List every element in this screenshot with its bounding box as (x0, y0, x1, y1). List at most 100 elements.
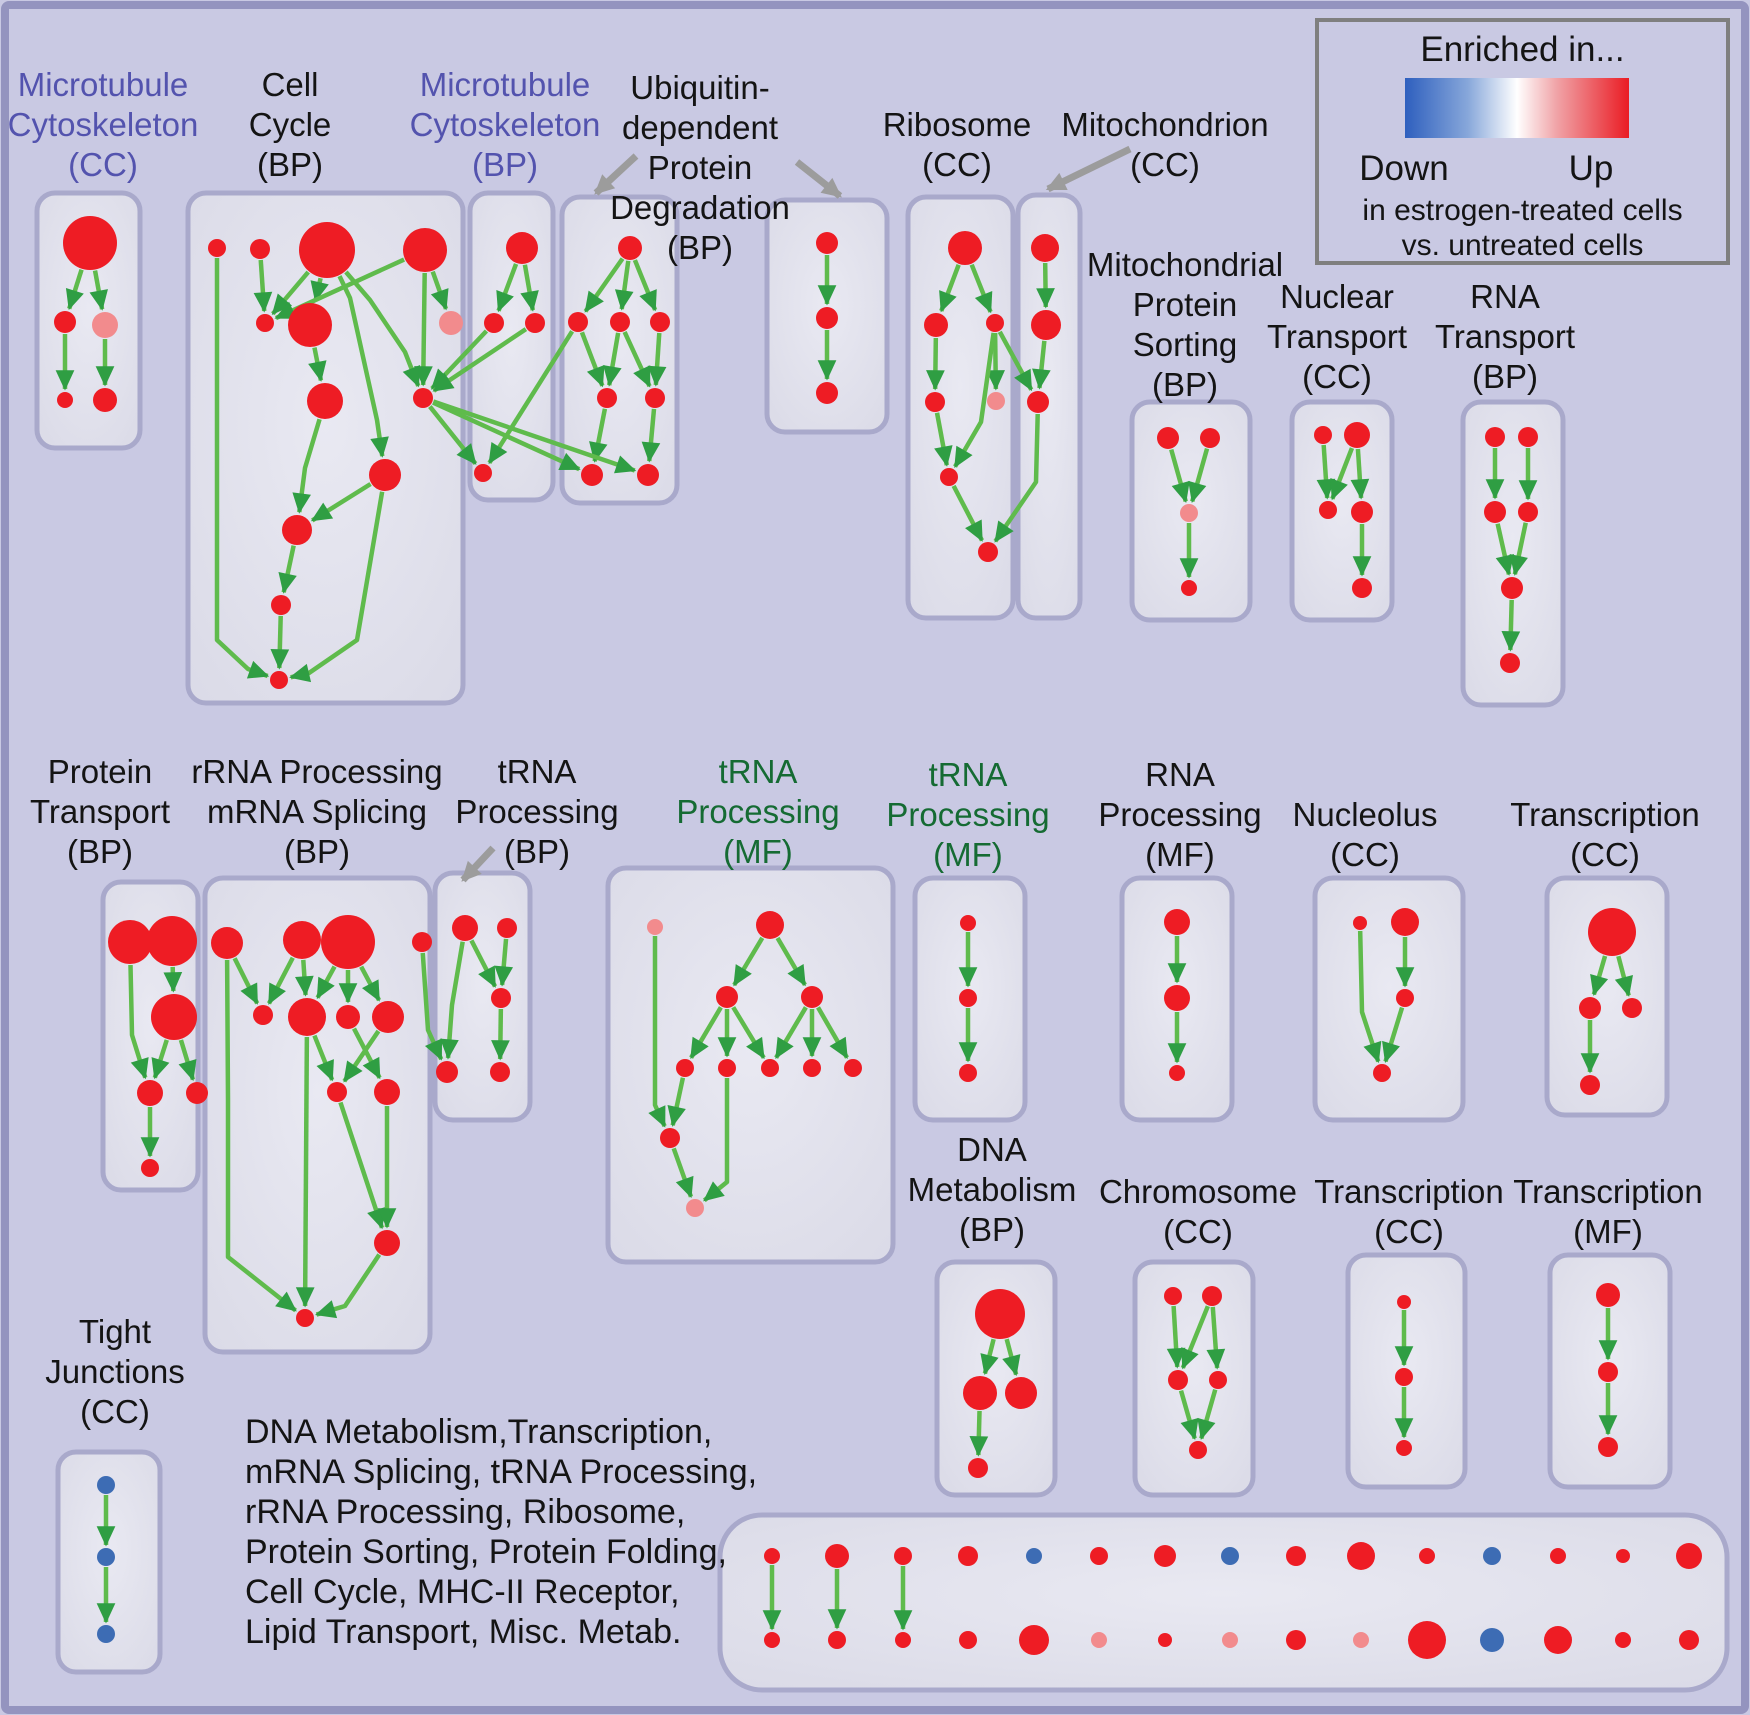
edge-cyc.h-to-ubq.u7 (432, 400, 581, 472)
node-mps.b (1181, 580, 1197, 596)
node-mit.h (1027, 391, 1049, 413)
node-rt.l (1501, 577, 1523, 599)
node-rr.s3 (336, 1005, 360, 1029)
node-rib.t (948, 231, 982, 265)
misc-line: Protein Sorting, Protein Folding, (245, 1533, 727, 1571)
node-bc.t13 (1550, 1548, 1566, 1564)
edge-dna.ml-to-dna.b (969, 1410, 989, 1457)
edge-mit.m1-to-mit.m2 (1036, 262, 1055, 309)
edge-pt.p3-to-pt.p5 (178, 1039, 197, 1082)
edge-rt.mr-to-rt.l (1509, 522, 1528, 576)
edge-ubq.u1-to-ubq.u3 (614, 260, 634, 311)
node-ubq.u3 (610, 312, 630, 332)
edge-trb.tr-to-trb.mid (494, 938, 514, 987)
edge-rr.t3-to-rr.s4 (359, 965, 382, 1002)
edge-cyc.l-to-cyc.m (278, 545, 297, 594)
node-rt.b (1500, 653, 1520, 673)
edge-cyc.d-to-cyc.g (430, 270, 449, 311)
edge-ubq.u2-to-ubq.u5 (579, 331, 605, 388)
node-rr.s2 (288, 998, 326, 1036)
node-bc.b11 (1408, 1621, 1446, 1659)
cluster-transcription-cc-1 (1544, 875, 1670, 1118)
node-pt.p1 (108, 920, 152, 964)
node-trb.mid (491, 988, 511, 1008)
node-bc.b15 (1679, 1630, 1699, 1650)
edge-chr.tl-to-chr.ml (1166, 1305, 1186, 1369)
node-pt.p2 (147, 916, 197, 966)
node-bc.t7 (1154, 1545, 1176, 1567)
node-tmf.bot (686, 1199, 704, 1217)
edge-chr.tr-to-chr.mr (1206, 1306, 1226, 1370)
node-ubd.v2 (816, 307, 838, 329)
edge-rib.mr-to-rib.pk (986, 332, 1005, 391)
cluster-mitochondrion (1015, 192, 1083, 621)
edge-mit.m2-to-mit.h (1032, 340, 1051, 390)
node-rpm.b (1164, 985, 1190, 1011)
edge-rr.u1-to-rr.v (338, 1101, 385, 1230)
node-trb.tl (452, 915, 478, 941)
node-bc.b8 (1222, 1632, 1238, 1648)
node-chr.tr (1202, 1286, 1222, 1306)
edge-cyc.i-to-cyc.l (292, 418, 322, 514)
edge-tmf.ml-to-tmf.r1 (689, 1006, 723, 1060)
node-bc.t2 (825, 1544, 849, 1568)
edge-trb.tl-to-trb.bl (440, 941, 465, 1060)
node-nt.tl (1314, 426, 1332, 444)
node-chr.b (1189, 1441, 1207, 1459)
node-ncl.b (1373, 1064, 1391, 1082)
node-bc.t3 (894, 1547, 912, 1565)
node-chr.tl (1164, 1287, 1182, 1305)
edge-cyc.j-to-cyc.l (310, 482, 372, 523)
node-ubq.u6 (645, 388, 665, 408)
node-tcc.mr (1622, 998, 1642, 1018)
edge-cyc.h-to-mtb.k (428, 405, 478, 466)
node-tm2.c (959, 1064, 977, 1082)
misc-line: rRNA Processing, Ribosome, (245, 1493, 686, 1531)
annotation-arrows (460, 145, 1132, 883)
edge-rr.t2-to-rr.s2 (295, 959, 314, 997)
edge-ncl.tl-to-ncl.b (1357, 930, 1382, 1064)
node-rib.ll (925, 392, 945, 412)
node-bc.b7 (1158, 1633, 1172, 1647)
misc-line: Cell Cycle, MHC-II Receptor, (245, 1573, 680, 1611)
edge-tmf.low-to-tmf.bot (671, 1147, 694, 1199)
edge-chr.mr-to-chr.b (1197, 1388, 1218, 1440)
node-bc.b14 (1615, 1632, 1631, 1648)
node-rr.w (296, 1309, 314, 1327)
node-tc2.a (1397, 1295, 1411, 1309)
edge-cyc.j-to-cyc.n (289, 491, 385, 683)
node-bc.t15 (1676, 1543, 1702, 1569)
node-bc.b13 (1544, 1626, 1572, 1654)
edge-trb.mid-to-trb.br (491, 1008, 510, 1061)
edge-ubq.u3-to-ubq.u6 (622, 331, 652, 388)
node-dna.b (968, 1458, 988, 1478)
node-bc.t6 (1090, 1547, 1108, 1565)
edge-cyc.m-to-cyc.n (270, 615, 290, 670)
misc-line: DNA Metabolism,Transcription, (245, 1413, 713, 1451)
edge-rt.l-to-rt.b (1501, 599, 1521, 652)
node-bc.b6 (1091, 1632, 1107, 1648)
node-mtb.t (506, 232, 538, 264)
node-ubq.u4 (650, 312, 670, 332)
node-rr.u1 (327, 1082, 347, 1102)
node-cyc.e (256, 314, 274, 332)
node-cyc.n (270, 671, 288, 689)
node-bc.b2 (828, 1631, 846, 1649)
node-tj.c (97, 1625, 115, 1643)
edge-rr.s2-to-rr.u1 (312, 1034, 335, 1082)
node-rt.tr (1518, 427, 1538, 447)
node-tmf.ml (716, 986, 738, 1008)
edge-dna.t-to-dna.mr (1002, 1338, 1021, 1377)
node-trb.br (490, 1062, 510, 1082)
node-tj.a (97, 1476, 115, 1494)
misc-line: Lipid Transport, Misc. Metab. (245, 1613, 682, 1651)
edge-cyc.a-to-cyc.n (214, 258, 270, 679)
edge-rr.s2-to-rr.w (295, 1036, 315, 1308)
edge-mps.tr-to-mps.pk (1188, 447, 1210, 503)
edge-tmf.mr-to-tmf.r3 (774, 1006, 808, 1060)
edge-cyc.b-to-cyc.e (253, 259, 273, 313)
edge-ncl.mr-to-ncl.b (1382, 1006, 1405, 1064)
node-rr.u2 (374, 1079, 400, 1105)
